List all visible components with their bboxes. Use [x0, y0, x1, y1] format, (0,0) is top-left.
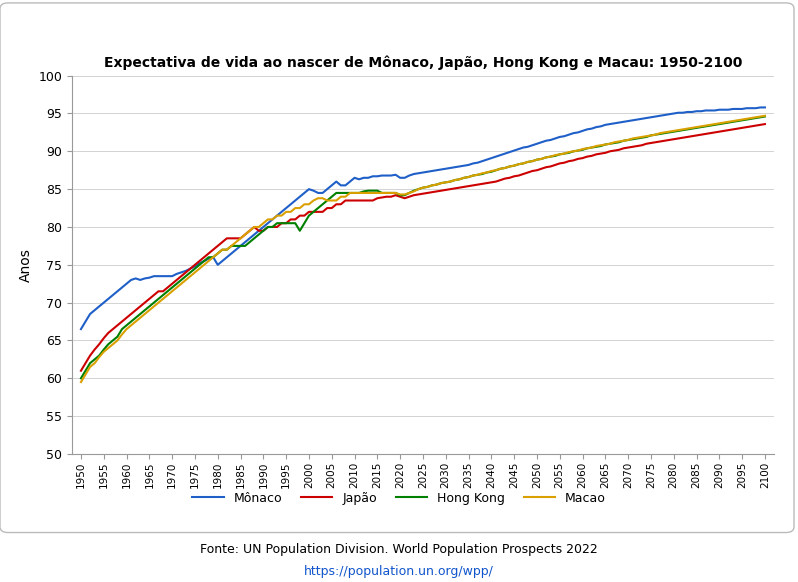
Text: Fonte: UN Population Division. World Population Prospects 2022: Fonte: UN Population Division. World Pop…	[200, 544, 598, 556]
Line: Macao: Macao	[81, 116, 765, 382]
Mônaco	[318, 190, 327, 197]
Line: Hong Kong: Hong Kong	[81, 116, 765, 378]
Macao	[409, 188, 419, 195]
Hong Kong	[555, 151, 564, 158]
Mônaco	[555, 133, 564, 140]
Legend: Mônaco, Japão, Hong Kong, Macao: Mônaco, Japão, Hong Kong, Macao	[188, 488, 610, 509]
Hong Kong	[409, 187, 419, 194]
Text: https://population.un.org/wpp/: https://population.un.org/wpp/	[304, 565, 494, 578]
Line: Japão: Japão	[81, 124, 765, 371]
Y-axis label: Anos: Anos	[18, 248, 33, 282]
Japão	[555, 160, 564, 167]
Title: Expectativa de vida ao nascer de Mônaco, Japão, Hong Kong e Macau: 1950-2100: Expectativa de vida ao nascer de Mônaco,…	[104, 56, 742, 70]
Japão	[318, 208, 327, 215]
Japão	[76, 367, 85, 374]
Macao	[76, 379, 85, 386]
Macao	[491, 167, 500, 174]
Japão	[409, 191, 419, 198]
Japão	[760, 120, 770, 127]
Macao	[746, 115, 756, 122]
Hong Kong	[76, 375, 85, 382]
Line: Mônaco: Mônaco	[81, 108, 765, 329]
Macao	[555, 151, 564, 158]
Mônaco	[409, 171, 419, 178]
Macao	[509, 162, 519, 169]
Hong Kong	[760, 113, 770, 120]
Hong Kong	[509, 162, 519, 169]
Mônaco	[491, 153, 500, 160]
Macao	[318, 195, 327, 202]
Japão	[746, 123, 756, 130]
Mônaco	[756, 104, 765, 111]
Mônaco	[76, 326, 85, 333]
Hong Kong	[318, 201, 327, 208]
Macao	[760, 112, 770, 119]
Mônaco	[760, 104, 770, 111]
Japão	[509, 173, 519, 180]
Hong Kong	[746, 115, 756, 122]
Mônaco	[509, 147, 519, 154]
Japão	[491, 178, 500, 185]
Mônaco	[746, 105, 756, 112]
Hong Kong	[491, 167, 500, 174]
